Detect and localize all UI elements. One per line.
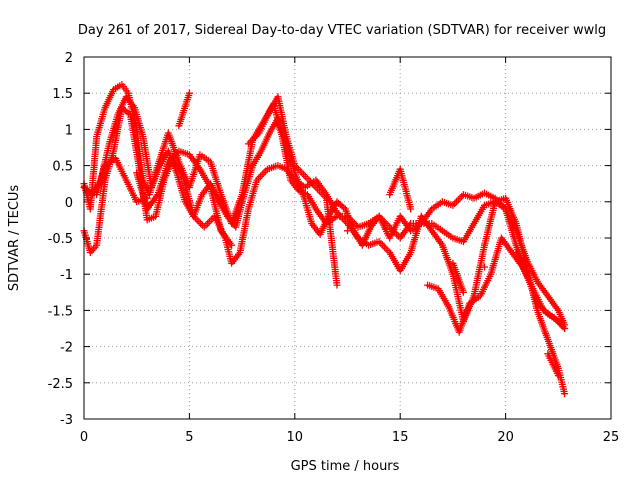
x-tick-label: 20 [497, 430, 514, 445]
x-tick-label: 15 [392, 430, 409, 445]
x-tick-label: 10 [287, 430, 304, 445]
x-tick-label: 0 [80, 430, 88, 445]
series-track-4 [133, 147, 236, 249]
plot-frame [83, 56, 612, 420]
y-tick-label: 1 [65, 123, 73, 138]
chart-title: Day 261 of 2017, Sidereal Day-to-day VTE… [78, 23, 606, 38]
series-track-5 [244, 93, 341, 289]
y-tick-label: -2.5 [48, 377, 73, 392]
series-track-1 [80, 81, 569, 329]
y-tick-label: -1 [60, 268, 73, 283]
y-tick-label: -2 [60, 341, 73, 356]
series-track-7 [93, 89, 562, 380]
y-tick-label: -3 [60, 413, 73, 428]
data-point-track-7 [344, 227, 351, 235]
y-tick-label: -0.5 [48, 232, 73, 247]
data-point-track-7 [365, 220, 373, 227]
data-point-track-7 [459, 288, 467, 296]
data-point-track-7 [481, 263, 488, 271]
y-tick-label: 1.5 [52, 87, 73, 102]
series-track-2 [80, 104, 569, 398]
x-tick-label: 5 [185, 430, 193, 445]
y-tick-label: 2 [65, 51, 73, 66]
x-axis-label: GPS time / hours [291, 459, 400, 474]
y-tick-label: 0 [65, 196, 73, 211]
y-axis-label: SDTVAR / TECUs [7, 185, 22, 292]
data-point-track-7 [185, 89, 193, 97]
data-point-track-7 [143, 194, 151, 202]
data-point-track-7 [554, 372, 562, 380]
y-tick-label: 0.5 [52, 160, 73, 175]
data-point-track-7 [407, 205, 415, 213]
data-point-track-6 [561, 325, 569, 332]
data-points [80, 81, 569, 398]
data-point-track-5 [333, 281, 341, 289]
data-point-track-7 [523, 270, 531, 278]
data-point-track-4 [228, 241, 236, 249]
x-tick-label: 25 [603, 430, 620, 445]
data-point-track-2 [561, 390, 569, 398]
y-tick-label: -1.5 [48, 304, 73, 319]
